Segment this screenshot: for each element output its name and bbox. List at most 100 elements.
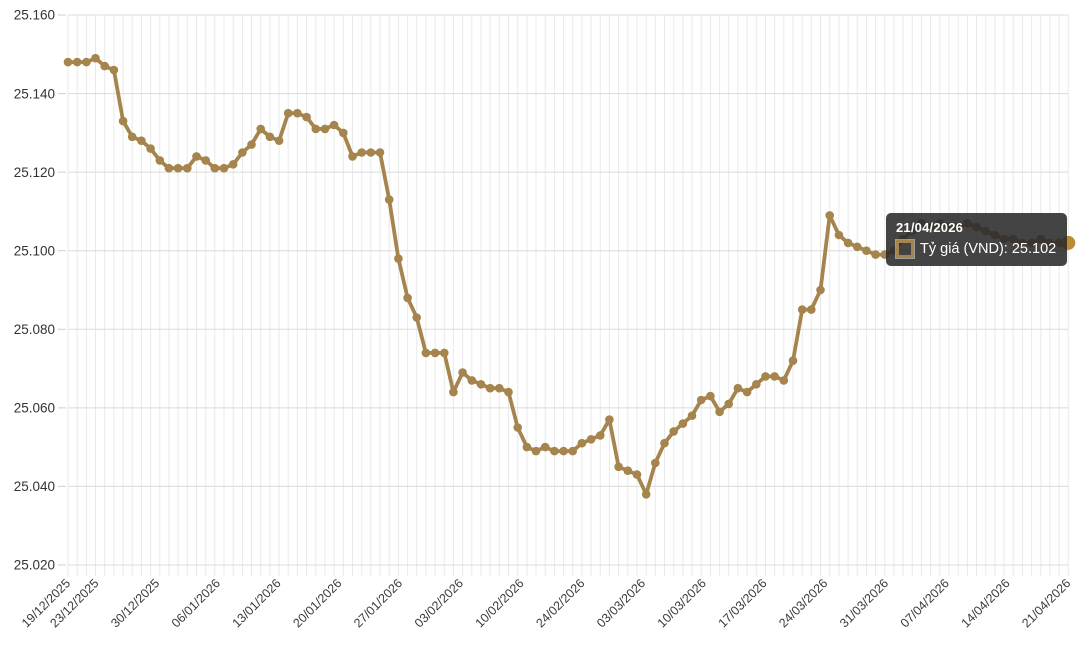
data-point <box>384 195 394 204</box>
data-point <box>752 380 761 389</box>
data-point <box>458 368 467 377</box>
data-point <box>696 395 706 405</box>
data-point <box>72 57 82 67</box>
x-tick-label: 31/03/2026 <box>837 576 891 630</box>
data-point <box>283 108 293 118</box>
data-point <box>274 136 284 145</box>
data-point <box>394 254 403 263</box>
x-tick-label: 27/01/2026 <box>351 576 405 630</box>
chart-tooltip: 21/04/2026 Tỷ giá (VND): 25.102 <box>886 213 1068 266</box>
data-point <box>302 112 311 122</box>
y-tick-label: 25.060 <box>14 401 55 416</box>
data-point <box>660 438 669 448</box>
data-point <box>715 407 724 417</box>
data-point <box>247 140 256 149</box>
data-point <box>724 399 733 409</box>
horizontal-gridlines <box>58 14 1069 566</box>
data-point <box>843 238 853 248</box>
data-point <box>476 380 486 389</box>
data-point <box>632 470 642 479</box>
y-tick-label: 25.020 <box>14 558 55 573</box>
data-point <box>449 387 458 397</box>
data-point <box>210 163 220 173</box>
data-point <box>412 313 422 322</box>
data-point <box>807 305 816 314</box>
x-tick-label: 17/03/2026 <box>716 576 770 630</box>
data-point <box>118 116 128 126</box>
data-point <box>788 356 798 366</box>
data-point <box>596 431 605 440</box>
y-tick-label: 25.100 <box>14 243 55 258</box>
data-point <box>375 148 385 157</box>
data-point <box>173 163 183 173</box>
y-tick-label: 25.120 <box>14 165 55 180</box>
data-point <box>440 348 449 358</box>
data-point <box>577 438 587 448</box>
data-point <box>559 446 568 456</box>
data-point <box>770 372 779 381</box>
data-point <box>320 124 330 134</box>
data-point <box>219 163 229 173</box>
data-point <box>293 108 302 118</box>
series-swatch-icon <box>895 239 915 259</box>
data-point <box>348 152 357 161</box>
x-tick-label: 10/03/2026 <box>655 576 709 630</box>
data-point <box>742 387 752 397</box>
data-point <box>228 160 238 169</box>
data-point <box>495 383 504 393</box>
data-point <box>339 128 348 138</box>
data-point <box>522 442 532 452</box>
tooltip-date: 21/04/2026 <box>896 220 964 235</box>
data-point <box>797 305 807 314</box>
data-point <box>91 53 100 63</box>
data-point <box>192 152 201 161</box>
tooltip-series-row: Tỷ giá (VND): 25.102 <box>895 239 1057 259</box>
data-point <box>605 415 614 424</box>
x-tick-label: 03/03/2026 <box>594 576 648 630</box>
data-point <box>623 466 633 476</box>
data-point <box>311 124 321 134</box>
data-point <box>137 136 146 145</box>
data-point <box>146 144 155 153</box>
data-point <box>155 156 165 165</box>
data-point <box>641 490 651 499</box>
data-point <box>82 57 91 67</box>
x-tick-label: 20/01/2026 <box>290 576 344 630</box>
data-point <box>109 65 119 75</box>
x-tick-label: 13/01/2026 <box>230 576 284 630</box>
vertical-gridlines <box>67 15 1069 576</box>
data-point <box>531 446 541 456</box>
data-point <box>504 387 513 397</box>
data-point <box>513 423 522 432</box>
data-point <box>669 427 678 436</box>
data-point <box>357 148 367 157</box>
data-point <box>238 148 247 157</box>
data-point <box>164 163 174 173</box>
data-point <box>63 57 73 67</box>
tooltip-series-value: Tỷ giá (VND): 25.102 <box>920 241 1057 257</box>
data-point <box>366 148 376 157</box>
y-tick-label: 25.140 <box>14 86 55 101</box>
data-point <box>265 132 275 142</box>
data-point <box>485 383 495 393</box>
x-tick-label: 06/01/2026 <box>169 576 223 630</box>
data-point <box>100 61 109 71</box>
data-point <box>779 376 789 385</box>
x-tick-label: 24/02/2026 <box>533 576 587 630</box>
data-point <box>871 250 880 259</box>
data-point <box>733 383 743 393</box>
data-point <box>403 293 412 303</box>
data-point <box>430 348 440 358</box>
data-point <box>568 446 577 456</box>
data-point <box>183 163 192 173</box>
y-tick-label: 25.080 <box>14 322 55 337</box>
data-point <box>834 230 844 240</box>
data-point <box>706 391 715 401</box>
y-tick-label: 25.040 <box>14 479 55 494</box>
data-point <box>201 156 210 165</box>
x-tick-label: 14/04/2026 <box>959 576 1013 630</box>
x-tick-label: 03/02/2026 <box>412 576 466 630</box>
